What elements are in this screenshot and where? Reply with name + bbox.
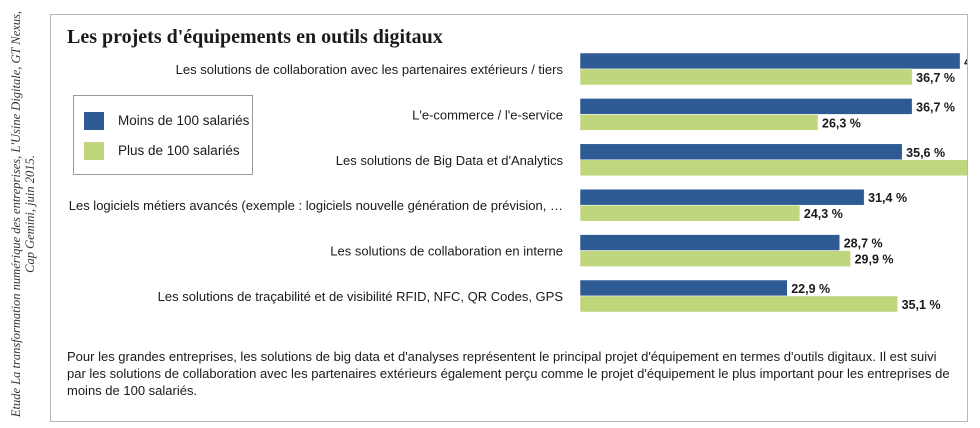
- bar-series-2: [579, 204, 801, 222]
- data-label: 28,7 %: [844, 237, 883, 251]
- bar-series-2: [579, 159, 967, 177]
- data-label: 26,3 %: [822, 116, 861, 130]
- chart-panel: Les projets d'équipements en outils digi…: [50, 14, 968, 422]
- category-label: Les solutions de collaboration avec les …: [176, 62, 564, 77]
- data-label: 36,7 %: [916, 71, 955, 85]
- bar-series-1: [579, 234, 840, 251]
- footnote: Pour les grandes entreprises, les soluti…: [67, 349, 950, 398]
- bar-series-2: [579, 68, 913, 86]
- category-label: Les solutions de Big Data et d'Analytics: [336, 153, 564, 168]
- data-label: 35,6 %: [906, 146, 945, 160]
- source-note: Etude La transformation numérique des en…: [0, 0, 46, 428]
- legend-swatch-series-1: [84, 112, 104, 130]
- bar-chart: Les solutions de collaboration avec les …: [69, 52, 967, 313]
- legend-label-series-2: Plus de 100 salariés: [118, 143, 240, 158]
- legend-swatch-series-2: [84, 142, 104, 160]
- chart-title: Les projets d'équipements en outils digi…: [67, 26, 443, 48]
- legend-label-series-1: Moins de 100 salariés: [118, 113, 250, 128]
- bar-series-2: [579, 250, 851, 267]
- data-label: 24,3 %: [804, 207, 843, 221]
- category-label: Les logiciels métiers avancés (exemple :…: [69, 198, 563, 213]
- data-label: 31,4 %: [868, 191, 907, 205]
- data-label: 35,1 %: [902, 298, 941, 312]
- bar-series-1: [579, 188, 865, 206]
- source-note-text: Etude La transformation numérique des en…: [9, 10, 37, 418]
- bar-series-1: [579, 143, 903, 161]
- data-label: 22,9 %: [791, 282, 830, 296]
- category-label: Les solutions de traçabilité et de visib…: [158, 289, 564, 304]
- data-label: 42,0 %: [964, 55, 967, 69]
- bar-series-1: [579, 279, 788, 297]
- data-label: 29,9 %: [855, 253, 894, 267]
- category-label: L'e-commerce / l'e-service: [412, 107, 563, 122]
- category-label: Les solutions de collaboration en intern…: [330, 244, 563, 259]
- bar-series-1: [579, 98, 913, 115]
- data-label: 36,7 %: [916, 100, 955, 114]
- bar-series-2: [579, 114, 819, 131]
- legend: Moins de 100 salariés Plus de 100 salari…: [73, 95, 253, 175]
- bar-series-2: [579, 295, 898, 313]
- bar-series-1: [579, 52, 961, 70]
